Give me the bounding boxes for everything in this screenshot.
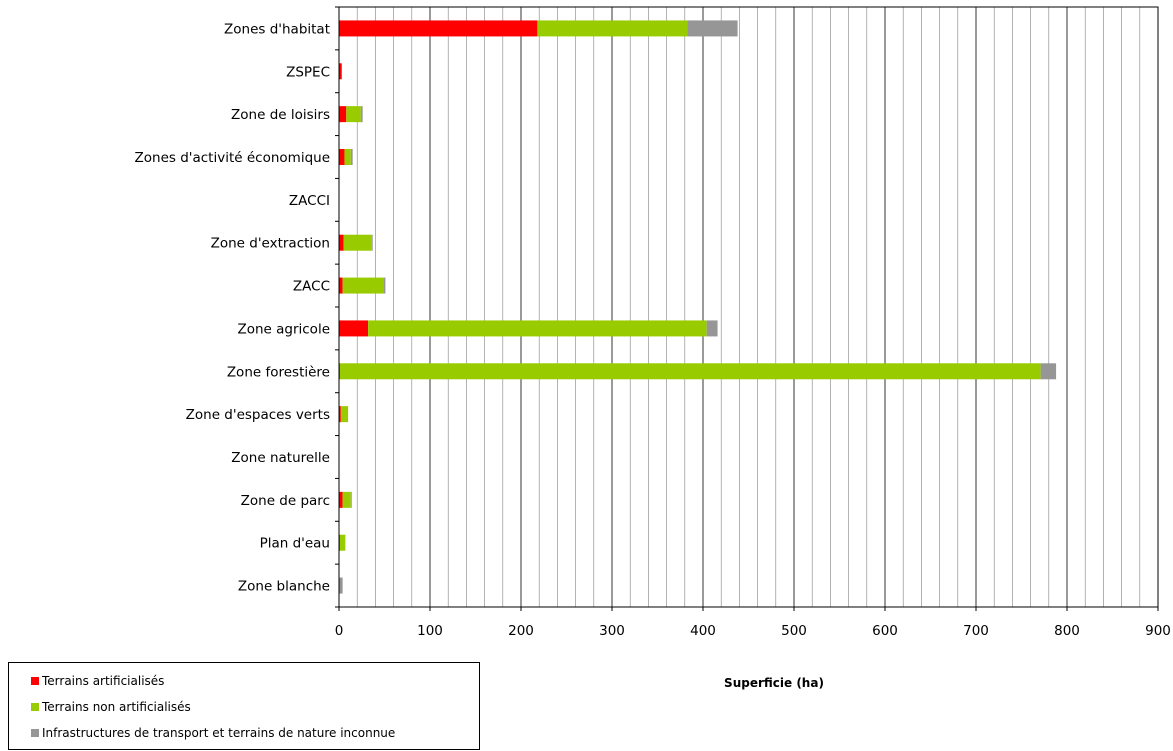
category-label: Zone naturelle	[231, 450, 330, 466]
plot-frame	[338, 6, 1159, 608]
category-label: Zone agricole	[237, 321, 330, 337]
category-label: ZACC	[293, 279, 330, 295]
bar-segment-2-0	[687, 20, 738, 37]
bar-segment-2-13	[339, 577, 343, 594]
category-label: Zone d'extraction	[211, 236, 330, 252]
bar-segment-1-9	[340, 406, 349, 423]
category-labels: Zones d'habitat ZSPEC Zone de loisirs Zones…	[135, 21, 330, 594]
bar-segment-2-7	[706, 320, 718, 337]
x-tick-label: 100	[417, 623, 443, 639]
x-tick-label: 300	[599, 623, 625, 639]
bar-segment-0-3	[339, 149, 345, 165]
legend-item-artificialises: Terrains artificialisés	[31, 673, 164, 689]
gridlines	[356, 7, 1141, 607]
legend: Terrains artificialisés Terrains non art…	[8, 662, 480, 750]
bar-segment-1-0	[537, 20, 688, 37]
bar-segment-1-5	[343, 234, 372, 251]
x-tick-label: 0	[335, 623, 344, 639]
x-tick-label: 800	[1054, 623, 1080, 639]
bar-segment-1-6	[342, 277, 384, 294]
legend-label-non-artificialises: Terrains non artificialisés	[42, 700, 191, 714]
category-label: Zone de parc	[241, 493, 330, 509]
category-label: Zone d'espaces verts	[186, 407, 330, 423]
x-tick-label: 700	[963, 623, 989, 639]
category-label: Plan d'eau	[260, 536, 330, 552]
bars	[339, 20, 1057, 594]
legend-item-infrastructures: Infrastructures de transport et terrains…	[31, 725, 395, 741]
x-tick-label: 200	[508, 623, 534, 639]
category-label: Zone de loisirs	[231, 107, 330, 123]
bar-segment-2-11	[350, 491, 352, 508]
bar-segment-2-2	[360, 106, 363, 123]
bar-segment-0-5	[339, 234, 344, 251]
category-label: Zones d'activité économique	[135, 150, 330, 166]
legend-label-infrastructures: Infrastructures de transport et terrains…	[42, 726, 396, 740]
bar-segment-1-11	[342, 491, 351, 508]
category-label: ZACCI	[289, 193, 330, 209]
bar-segment-2-3	[350, 149, 353, 165]
legend-swatch-artificialises	[31, 677, 39, 685]
bar-segment-1-7	[368, 320, 707, 337]
bar-segment-1-2	[346, 106, 361, 123]
bar-segment-0-0	[339, 20, 538, 37]
bar-segment-0-1	[339, 63, 342, 80]
bar-segment-0-6	[339, 277, 343, 294]
bar-segment-1-12	[339, 534, 346, 551]
bar-segment-2-5	[371, 234, 373, 251]
axes	[335, 6, 1159, 611]
x-tick-label: 600	[872, 623, 898, 639]
category-label: Zone forestière	[227, 364, 330, 380]
legend-label-artificialises: Terrains artificialisés	[42, 674, 165, 688]
x-tick-label: 900	[1145, 623, 1171, 639]
x-axis-title: Superficie (ha)	[724, 676, 824, 690]
legend-item-non-artificialises: Terrains non artificialisés	[31, 699, 191, 715]
bar-segment-1-3	[344, 149, 351, 165]
bar-segment-2-8	[1040, 363, 1057, 380]
bar-segment-0-2	[339, 106, 347, 123]
bar-segment-0-7	[339, 320, 369, 337]
tick-labels: 0 100 200 300 400 500 600 700 800 900	[335, 623, 1171, 639]
bar-segment-1-8	[339, 363, 1041, 380]
legend-swatch-infrastructures	[31, 729, 39, 737]
category-label: Zone blanche	[238, 579, 330, 595]
category-label: Zones d'habitat	[224, 21, 330, 37]
bar-segment-0-11	[339, 491, 343, 508]
category-label: ZSPEC	[286, 64, 330, 80]
x-tick-label: 400	[690, 623, 716, 639]
legend-swatch-non-artificialises	[31, 703, 39, 711]
bar-segment-2-6	[383, 277, 386, 294]
bar-segment-0-9	[339, 406, 341, 423]
x-tick-label: 500	[781, 623, 807, 639]
